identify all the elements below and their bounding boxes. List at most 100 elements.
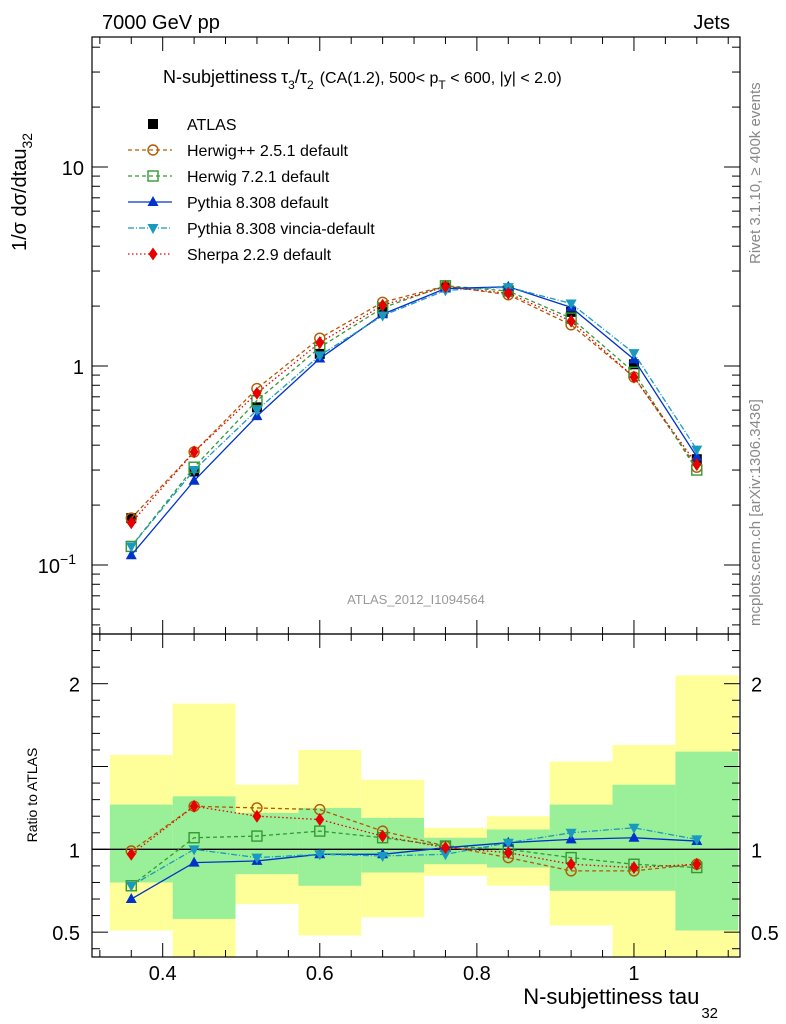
series-3-ratio-point: [628, 831, 640, 842]
legend-marker-series-2: [147, 170, 159, 182]
band-inner-bin: [361, 817, 425, 873]
series-4-ratio-point: [628, 823, 640, 834]
title-tau-den-sub: 2: [307, 78, 314, 92]
series-4-point: [188, 466, 200, 477]
series-5-point: [692, 457, 702, 471]
legend-marker-series-1: [147, 144, 159, 156]
legend-marker-series-3: [147, 196, 159, 206]
atlas-data-point: [628, 359, 639, 370]
ratio-tick-label-left: 0.5: [52, 923, 80, 945]
band-inner-bin: [235, 812, 299, 875]
y-tick-label: 10: [62, 158, 84, 180]
title-cuts-b: < 600, |y| < 2.0): [446, 70, 562, 87]
series-5-ratio-point: [566, 857, 576, 871]
axes: 0.4 0.6 0.8 1 10−1 1 10 0.5 0.5 1 1 2 2: [38, 36, 779, 985]
legend-label-series-5: Sherpa 2.2.9 default: [187, 247, 332, 264]
y-axis-label-main: 1/σ dσ/dtau: [9, 149, 31, 252]
series-5-ratio-point: [629, 861, 639, 875]
y-tick-label: 10−1: [38, 551, 76, 578]
legend-marker-atlas: [148, 119, 158, 129]
series-5-point: [252, 386, 262, 400]
legend-marker-series-5: [148, 247, 158, 261]
series-4-ratio-point: [251, 853, 263, 864]
series-2-ratio-point: [251, 830, 263, 842]
x-axis-label-sub: 32: [701, 1005, 718, 1022]
ratio-tick-label-left: 2: [69, 675, 80, 697]
series-4-ratio-point: [125, 881, 137, 892]
series-5-point: [629, 370, 639, 384]
mcplots-label: mcplots.cern.ch [arXiv:1306.3436]: [747, 399, 764, 626]
x-axis-label: N-subjettiness tau32: [523, 984, 718, 1022]
series-2-ratio-point: [188, 832, 200, 844]
ratio-series-group: [125, 799, 703, 904]
x-tick-label: 0.8: [463, 963, 491, 985]
series-5-line: [130, 286, 698, 524]
band-inner-bin: [172, 796, 236, 919]
series-5-ratio-point: [315, 813, 325, 827]
series-4-ratio-point: [439, 850, 451, 861]
title-tau-num: τ: [281, 67, 288, 87]
series-5-ratio-point: [126, 847, 136, 861]
series-5-ratio-line: [130, 805, 697, 869]
header-energy-label: 7000 GeV pp: [102, 12, 220, 34]
legend-marker-series-4: [147, 224, 159, 234]
x-tick-label: 1: [628, 963, 639, 985]
series-4-point: [691, 445, 703, 456]
series-4-point: [314, 351, 326, 362]
ratio-y-axis-label: Ratio to ATLAS: [24, 748, 40, 843]
series-4-ratio-point: [691, 835, 703, 846]
series-3-point: [125, 549, 137, 560]
series-5-point: [566, 314, 576, 328]
series-5-point: [126, 516, 136, 530]
ratio-tick-label-right: 2: [751, 675, 762, 697]
series-2-line: [130, 285, 698, 547]
ratio-uncertainty-bands: [92, 675, 740, 957]
x-axis-label-main: N-subjettiness tau: [523, 984, 699, 1009]
title-tau-num-sub: 3: [288, 78, 295, 92]
series-3-line: [130, 286, 698, 556]
series-3-ratio-point: [125, 893, 137, 904]
series-3-point: [691, 450, 703, 461]
title-cuts-a: (CA(1.2), 500< p: [320, 70, 439, 87]
series-4-ratio-point: [502, 838, 514, 849]
band-inner-bin: [424, 837, 487, 865]
title-slash: /: [295, 67, 300, 87]
ratio-panel-frame: [91, 633, 741, 958]
ratio-tick-label-left: 1: [69, 840, 80, 862]
x-tick-label: 0.4: [149, 963, 177, 985]
series-5-point: [315, 336, 325, 350]
series-5-ratio-point: [189, 799, 199, 813]
series-5-point: [189, 445, 199, 459]
title-main: N-subjettiness: [163, 67, 277, 87]
series-4-ratio-point: [188, 845, 200, 856]
series-5-ratio-point: [252, 809, 262, 823]
series-5-ratio-point: [692, 857, 702, 871]
x-tick-label: 0.6: [306, 963, 334, 985]
series-2-ratio-point: [314, 825, 326, 837]
legend-label-series-1: Herwig++ 2.5.1 default: [187, 143, 349, 160]
series-5-ratio-point: [503, 846, 513, 860]
main-series-group: [125, 280, 703, 560]
rivet-version-label: Rivet 3.1.10, ≥ 400k events: [747, 82, 764, 264]
series-4-ratio-line: [130, 827, 697, 887]
series-3-point: [188, 474, 200, 485]
series-5-ratio-point: [440, 841, 450, 855]
legend-label-atlas: ATLAS: [187, 117, 237, 134]
series-4-point: [565, 299, 577, 310]
legend: ATLAS Herwig++ 2.5.1 default Herwig 7.2.1 …: [128, 117, 375, 264]
series-5-ratio-point: [378, 829, 388, 843]
y-axis-label-sub: 32: [19, 133, 35, 149]
series-3-ratio-point: [188, 856, 200, 867]
series-4-ratio-point: [377, 851, 389, 862]
series-4-point: [251, 406, 263, 417]
ratio-tick-label-right: 0.5: [751, 923, 779, 945]
title-tau-den: τ: [300, 67, 307, 87]
band-inner-bin: [298, 807, 362, 886]
analysis-label: ATLAS_2012_I1094564: [347, 592, 485, 607]
y-axis-label: 1/σ dσ/dtau32: [9, 133, 35, 251]
series-4-point: [125, 542, 137, 553]
series-5-point: [378, 298, 388, 312]
header-process-label: Jets: [693, 12, 730, 34]
series-4-ratio-point: [565, 828, 577, 839]
